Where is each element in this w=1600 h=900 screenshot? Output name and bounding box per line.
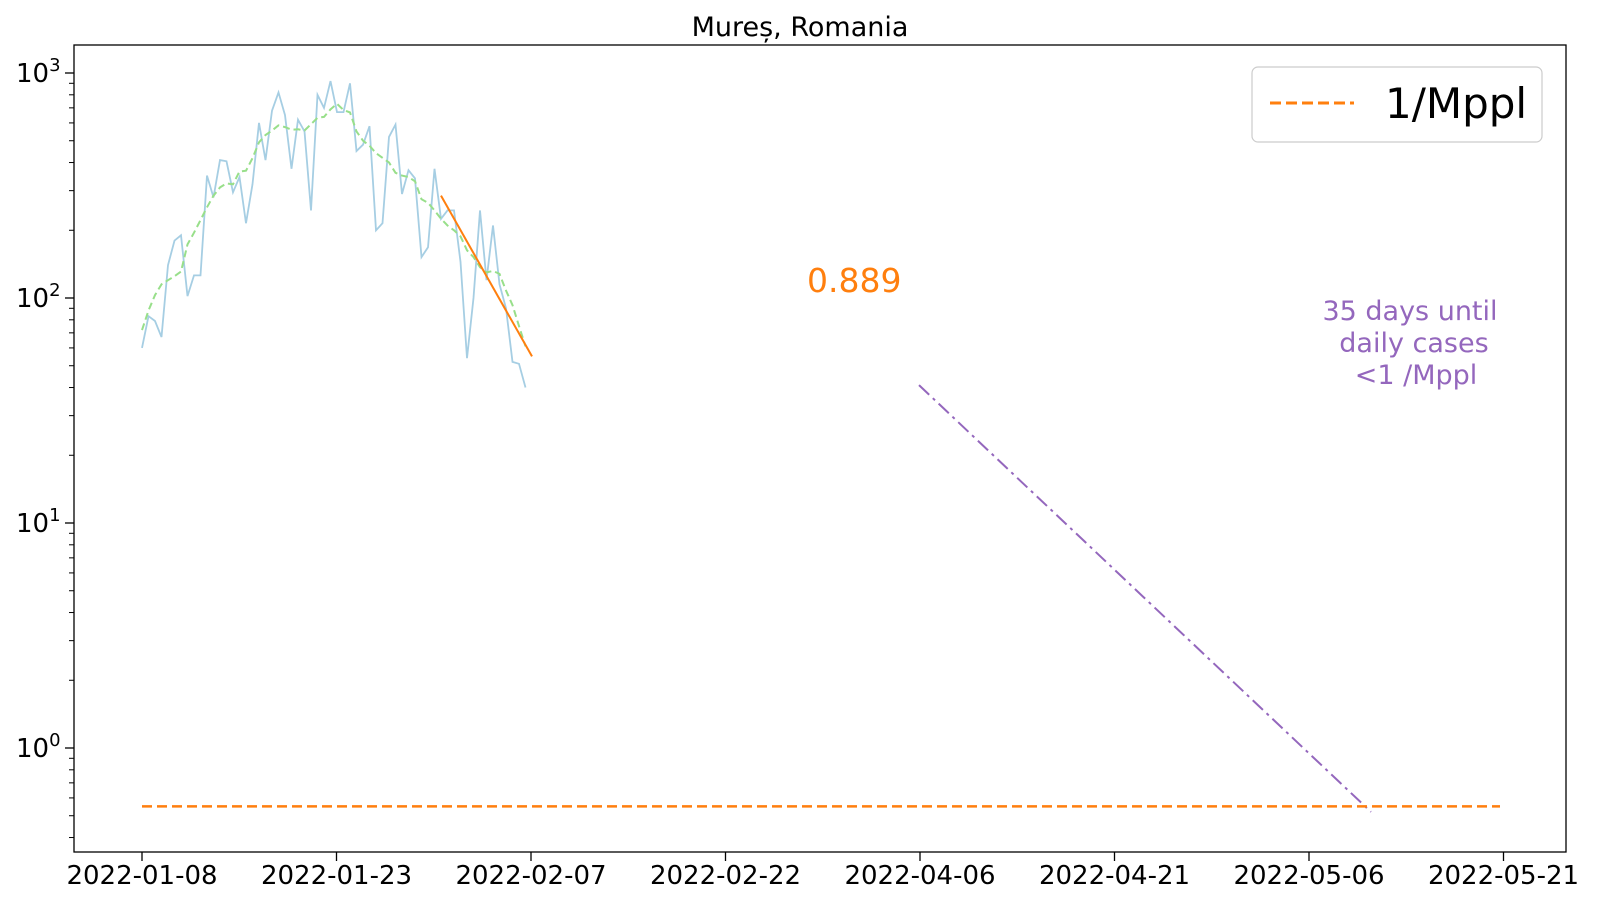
y-tick-label: 101 [16, 505, 61, 539]
chart-title: Mureș, Romania [692, 12, 909, 43]
axes-layer [65, 44, 1567, 861]
decay-rate-label: 0.889 [807, 261, 901, 300]
series-line-1 [141, 80, 527, 388]
y-tick-label: 102 [16, 280, 61, 314]
y-tick-labels: 100 101 102 103 [16, 55, 61, 764]
overlay-layer [142, 195, 1500, 813]
plot-frame [73, 44, 1567, 853]
projection-annotation: 35 days until daily cases <1 /Mppl [1322, 296, 1497, 391]
x-tick-label: 2022-01-23 [261, 861, 412, 891]
x-tick-labels: 2022-01-08 2022-01-23 2022-02-07 2022-02-22… [66, 861, 1579, 891]
fit-line [440, 195, 533, 357]
x-tick-label: 2022-04-06 [844, 861, 995, 891]
projection-line [918, 384, 1372, 813]
x-tick-label: 2022-05-21 [1428, 861, 1579, 891]
series-line-2 [141, 102, 527, 347]
x-tick-label: 2022-01-08 [66, 861, 217, 891]
x-tick-label: 2022-05-06 [1233, 861, 1384, 891]
annotation-line-2: daily cases [1339, 328, 1488, 359]
legend-label-threshold: 1/Mppl [1385, 79, 1527, 128]
series-layer [141, 80, 527, 388]
x-tick-label: 2022-04-21 [1039, 861, 1190, 891]
legend-frame [1251, 66, 1543, 143]
y-tick-label: 103 [16, 55, 61, 89]
annotation-line-3: <1 /Mppl [1355, 360, 1478, 391]
legend: 1/Mppl [1251, 66, 1543, 143]
x-tick-label: 2022-02-07 [455, 861, 606, 891]
y-tick-label: 100 [16, 730, 61, 764]
x-tick-label: 2022-02-22 [650, 861, 801, 891]
annotation-line-1: 35 days until [1322, 296, 1497, 327]
